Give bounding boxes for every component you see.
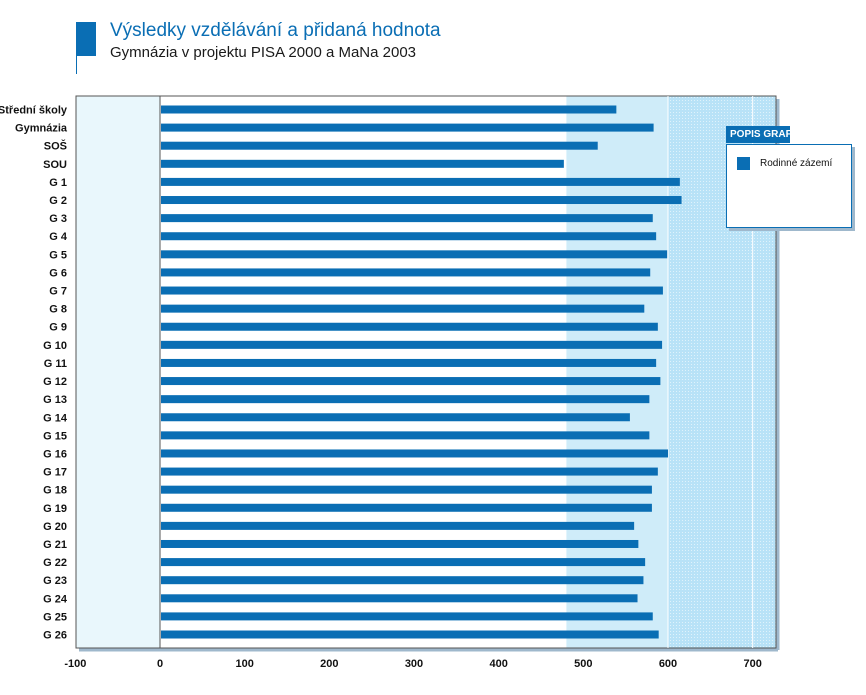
header-accent-bar: [76, 22, 96, 56]
bar-15: [161, 377, 661, 386]
plot-frame: [75, 95, 777, 649]
bar-25: [161, 558, 646, 567]
category-label-2: SOŠ: [44, 140, 67, 153]
category-label-12: G 9: [49, 322, 67, 334]
category-label-3: SOU: [43, 159, 67, 171]
category-label-6: G 3: [49, 213, 67, 225]
plot-region-main: [160, 96, 567, 648]
bar-13: [161, 340, 663, 349]
bar-17: [161, 413, 630, 422]
bar-0: [161, 105, 617, 114]
plot-region-mid: [566, 96, 668, 648]
category-label-17: G 14: [43, 412, 68, 424]
category-label-16: G 13: [43, 394, 67, 406]
category-label-14: G 11: [44, 358, 67, 370]
chart-subtitle: Gymnázia v projektu PISA 2000 a MaNa 200…: [110, 44, 417, 61]
x-tick-label-200: 200: [320, 658, 338, 670]
category-label-0: Střední školy: [0, 105, 68, 117]
bar-3: [161, 159, 564, 168]
category-label-15: G 12: [43, 376, 67, 388]
plot-region-left: [76, 96, 160, 648]
category-label-10: G 7: [49, 286, 67, 298]
category-label-9: G 6: [49, 267, 67, 279]
x-axis-ticks: -100 0 100 200 300 400 500 600 700: [64, 658, 762, 670]
bar-18: [161, 431, 650, 440]
bar-28: [161, 612, 653, 621]
category-label-5: G 2: [49, 195, 67, 207]
legend-swatch: [737, 157, 750, 170]
x-tick-label-600: 600: [659, 658, 677, 670]
chart-title: Výsledky vzdělávání a přidaná hodnota: [110, 20, 441, 41]
bar-7: [161, 232, 657, 241]
x-tick-label-300: 300: [405, 658, 423, 670]
bar-22: [161, 503, 652, 512]
category-label-29: G 26: [43, 630, 67, 642]
x-tick-label--100: -100: [64, 658, 86, 670]
bar-5: [161, 196, 682, 205]
bar-11: [161, 304, 645, 313]
category-label-26: G 23: [43, 575, 67, 587]
bar-1: [161, 123, 654, 132]
category-label-19: G 16: [43, 448, 67, 460]
category-label-22: G 19: [43, 503, 67, 515]
bar-6: [161, 214, 653, 223]
bar-10: [161, 286, 663, 295]
bar-19: [161, 449, 668, 458]
category-label-20: G 17: [43, 467, 67, 479]
category-labels: Střední školy Gymnázia SOŠ SOU G 1 G 2 G 3 G 4 G…: [0, 105, 68, 642]
bar-21: [161, 485, 652, 494]
category-label-13: G 10: [43, 340, 67, 352]
category-label-8: G 5: [49, 249, 67, 261]
category-label-25: G 22: [43, 557, 67, 569]
bar-16: [161, 395, 650, 404]
category-label-1: Gymnázia: [15, 123, 68, 135]
bar-27: [161, 594, 638, 603]
legend: Rodinné zázemí: [726, 144, 852, 228]
bar-14: [161, 358, 657, 367]
x-tick-label-100: 100: [235, 658, 253, 670]
bar-26: [161, 576, 644, 585]
category-label-28: G 25: [43, 611, 67, 623]
x-tick-label-0: 0: [157, 658, 163, 670]
category-label-24: G 21: [43, 539, 67, 551]
category-label-7: G 4: [49, 231, 68, 243]
bar-4: [161, 177, 680, 186]
x-tick-label-700: 700: [743, 658, 761, 670]
bar-29: [161, 630, 659, 639]
bar-9: [161, 268, 651, 277]
bar-series: [161, 105, 682, 639]
legend-title: POPIS GRAFU: [726, 126, 799, 143]
bar-24: [161, 539, 639, 548]
bar-20: [161, 467, 658, 476]
header-accent-line: [76, 56, 77, 74]
x-tick-label-500: 500: [574, 658, 592, 670]
bar-23: [161, 521, 635, 530]
category-label-18: G 15: [43, 430, 67, 442]
legend-label: Rodinné zázemí: [760, 158, 833, 169]
bar-8: [161, 250, 668, 259]
bar-2: [161, 141, 598, 150]
x-tick-label-400: 400: [489, 658, 507, 670]
category-label-27: G 24: [43, 593, 68, 605]
category-label-4: G 1: [49, 177, 67, 189]
bar-12: [161, 322, 658, 331]
category-label-11: G 8: [49, 304, 67, 316]
category-label-21: G 18: [43, 485, 67, 497]
category-label-23: G 20: [43, 521, 67, 533]
